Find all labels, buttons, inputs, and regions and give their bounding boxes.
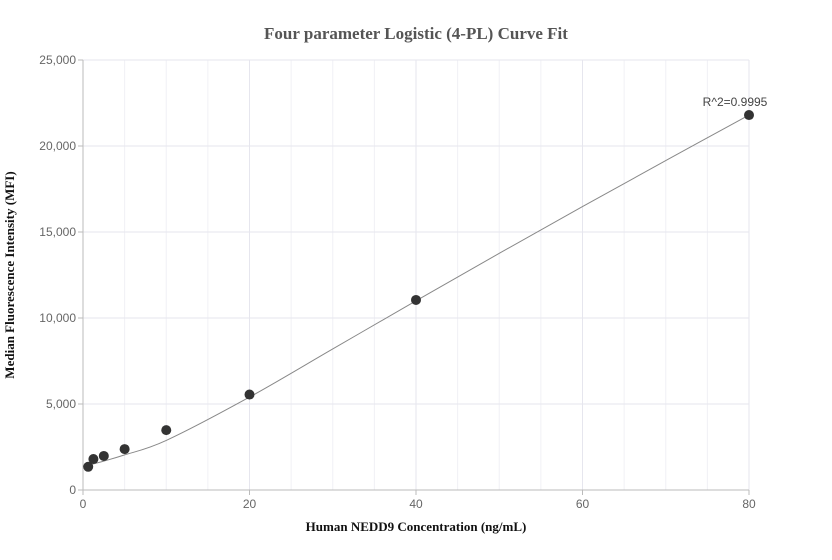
y-tick-label: 5,000 xyxy=(46,397,76,411)
grid xyxy=(83,59,750,490)
data-point xyxy=(83,461,94,472)
y-tick-label: 25,000 xyxy=(39,53,76,67)
y-tick-label: 15,000 xyxy=(39,225,76,239)
y-axis-title: Median Fluorescence Intensity (MFI) xyxy=(2,171,17,378)
x-tick-label: 60 xyxy=(576,497,590,511)
y-tick-label: 0 xyxy=(69,483,76,497)
x-tick-label: 0 xyxy=(80,497,87,511)
x-tick-label: 20 xyxy=(243,497,257,511)
data-point xyxy=(119,444,130,455)
r-squared-annotation: R^2=0.9995 xyxy=(703,95,768,109)
y-tick-label: 10,000 xyxy=(39,311,76,325)
x-axis-title: Human NEDD9 Concentration (ng/mL) xyxy=(306,519,527,534)
y-tick-label: 20,000 xyxy=(39,139,76,153)
chart-title: Four parameter Logistic (4-PL) Curve Fit xyxy=(264,24,568,43)
data-point xyxy=(161,425,172,436)
data-points xyxy=(83,110,754,472)
x-tick-label: 40 xyxy=(409,497,423,511)
x-tick-label: 80 xyxy=(742,497,756,511)
data-point xyxy=(411,294,421,305)
data-point xyxy=(244,389,255,400)
tick-labels: 0 20 40 60 80 0 5,000 10,000 15,000 20,000 25,000 xyxy=(39,53,756,511)
data-point xyxy=(98,450,109,461)
data-point xyxy=(88,454,99,465)
data-point xyxy=(744,110,754,121)
